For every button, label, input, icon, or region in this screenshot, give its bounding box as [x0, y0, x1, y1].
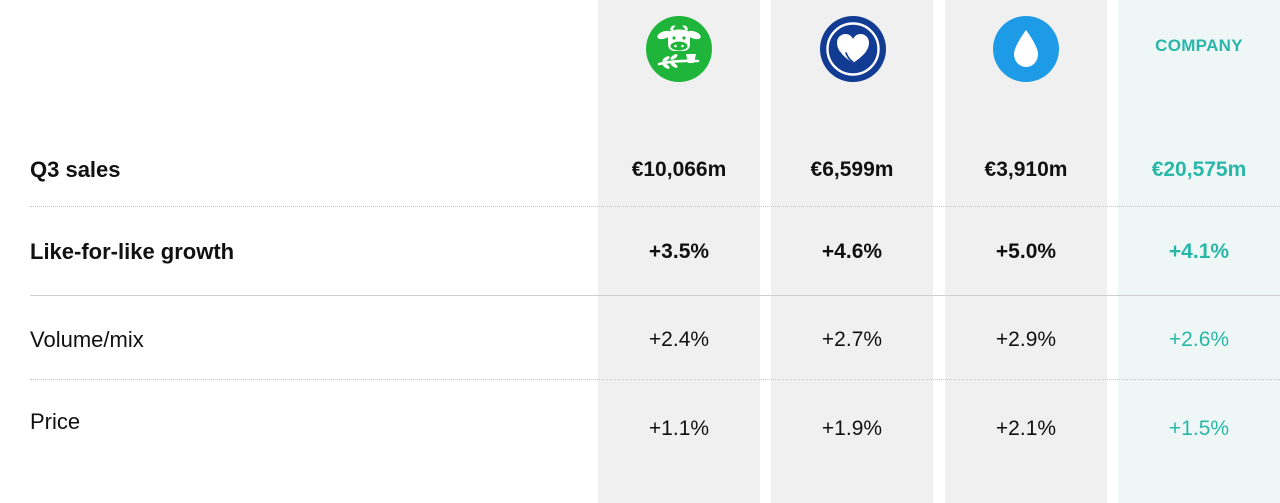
table-cell: +2.1%: [995, 417, 1057, 440]
water-drop-icon: [993, 16, 1059, 82]
table-cell: +2.9%: [995, 328, 1057, 351]
table-cell: +3.5%: [648, 240, 710, 263]
column-background: [598, 0, 760, 503]
row-divider: [30, 206, 1280, 207]
row-label-like-for-like-growth: Like-for-like growth: [30, 239, 235, 264]
company-cell: +1.5%: [1168, 417, 1230, 440]
table-cell: +4.6%: [821, 240, 883, 263]
table-cell: €6,599m: [810, 158, 894, 181]
table-cell: +1.9%: [821, 417, 883, 440]
row-label-price: Price: [30, 409, 81, 434]
table-cell: +5.0%: [995, 240, 1057, 263]
table-cell: €10,066m: [631, 158, 727, 181]
company-cell: €20,575m: [1151, 158, 1247, 181]
table-cell: +2.7%: [821, 328, 883, 351]
table-cell: +2.4%: [648, 328, 710, 351]
column-background: [945, 0, 1107, 503]
heart-hands-icon: [820, 16, 886, 82]
cow-plant-icon: [646, 16, 712, 82]
company-cell: +4.1%: [1168, 240, 1230, 263]
column-background: [771, 0, 933, 503]
row-divider: [30, 295, 1280, 296]
row-label-q3-sales: Q3 sales: [30, 157, 121, 182]
table-cell: €3,910m: [984, 158, 1068, 181]
row-label-volume-mix: Volume/mix: [30, 327, 144, 352]
company-column-background: [1118, 0, 1280, 503]
company-cell: +2.6%: [1168, 328, 1230, 351]
table-cell: +1.1%: [648, 417, 710, 440]
row-divider: [30, 379, 1280, 380]
company-column-header: COMPANY: [1155, 36, 1243, 55]
